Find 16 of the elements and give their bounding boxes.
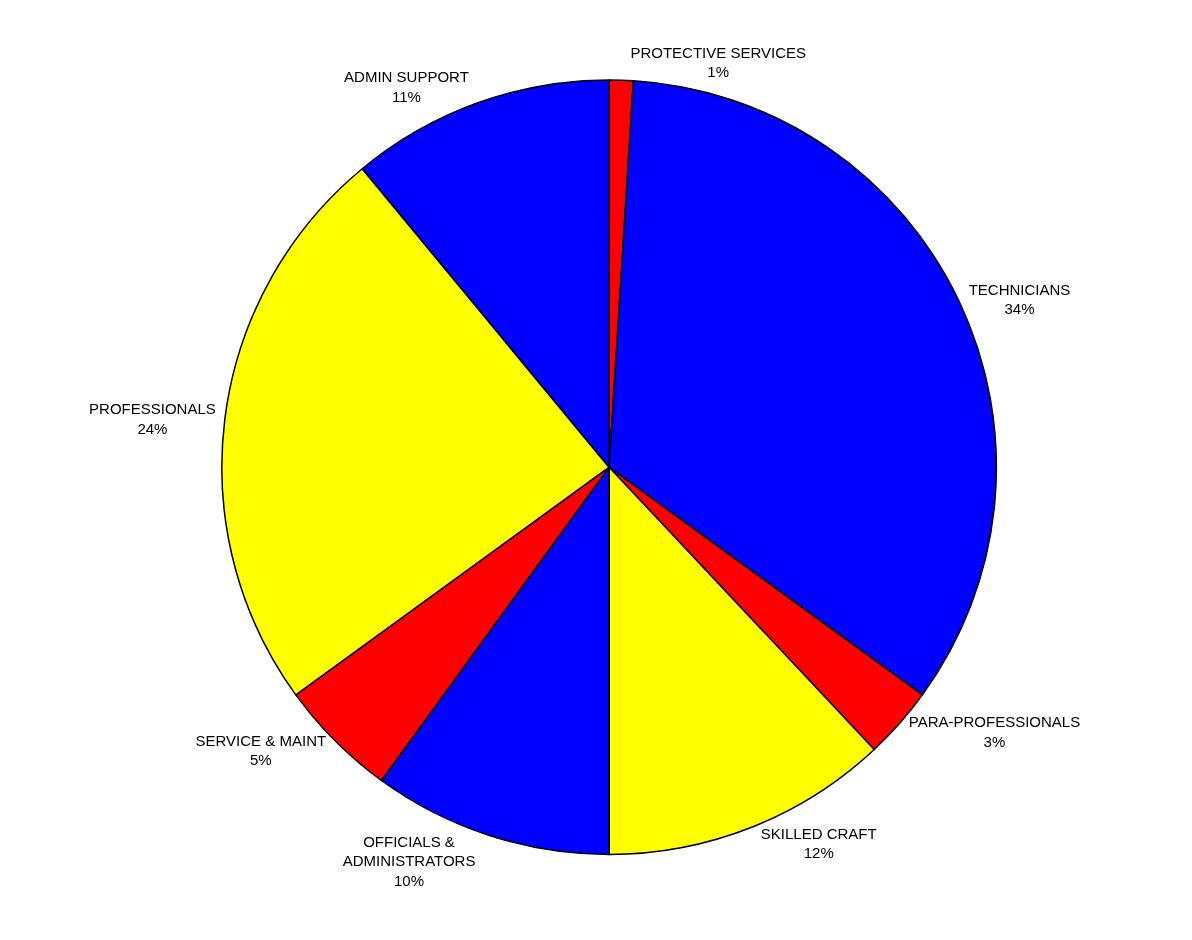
slice-label: SKILLED CRAFT: [760, 824, 877, 842]
slice-label: PROTECTIVE SERVICES: [630, 43, 807, 61]
slice-label: PROFESSIONALS: [89, 400, 216, 418]
data-label: 34%: [1004, 300, 1035, 318]
data-label: 12%: [803, 844, 834, 862]
data-label: 5%: [250, 751, 272, 769]
slice-label: OFFICIALS & ADMINISTRATORS: [342, 832, 476, 870]
data-label: 10%: [394, 871, 425, 889]
slice-label: TECHNICIANS: [968, 280, 1071, 298]
data-label: 1%: [707, 63, 730, 81]
slice-label: PARA-PROFESSIONALS: [908, 713, 1081, 731]
data-label: 11%: [391, 87, 421, 105]
slice-label: ADMIN SUPPORT: [344, 68, 469, 86]
slice-label: SERVICE & MAINT: [195, 731, 327, 749]
data-label: 3%: [983, 732, 1006, 750]
data-label: 24%: [137, 419, 168, 437]
